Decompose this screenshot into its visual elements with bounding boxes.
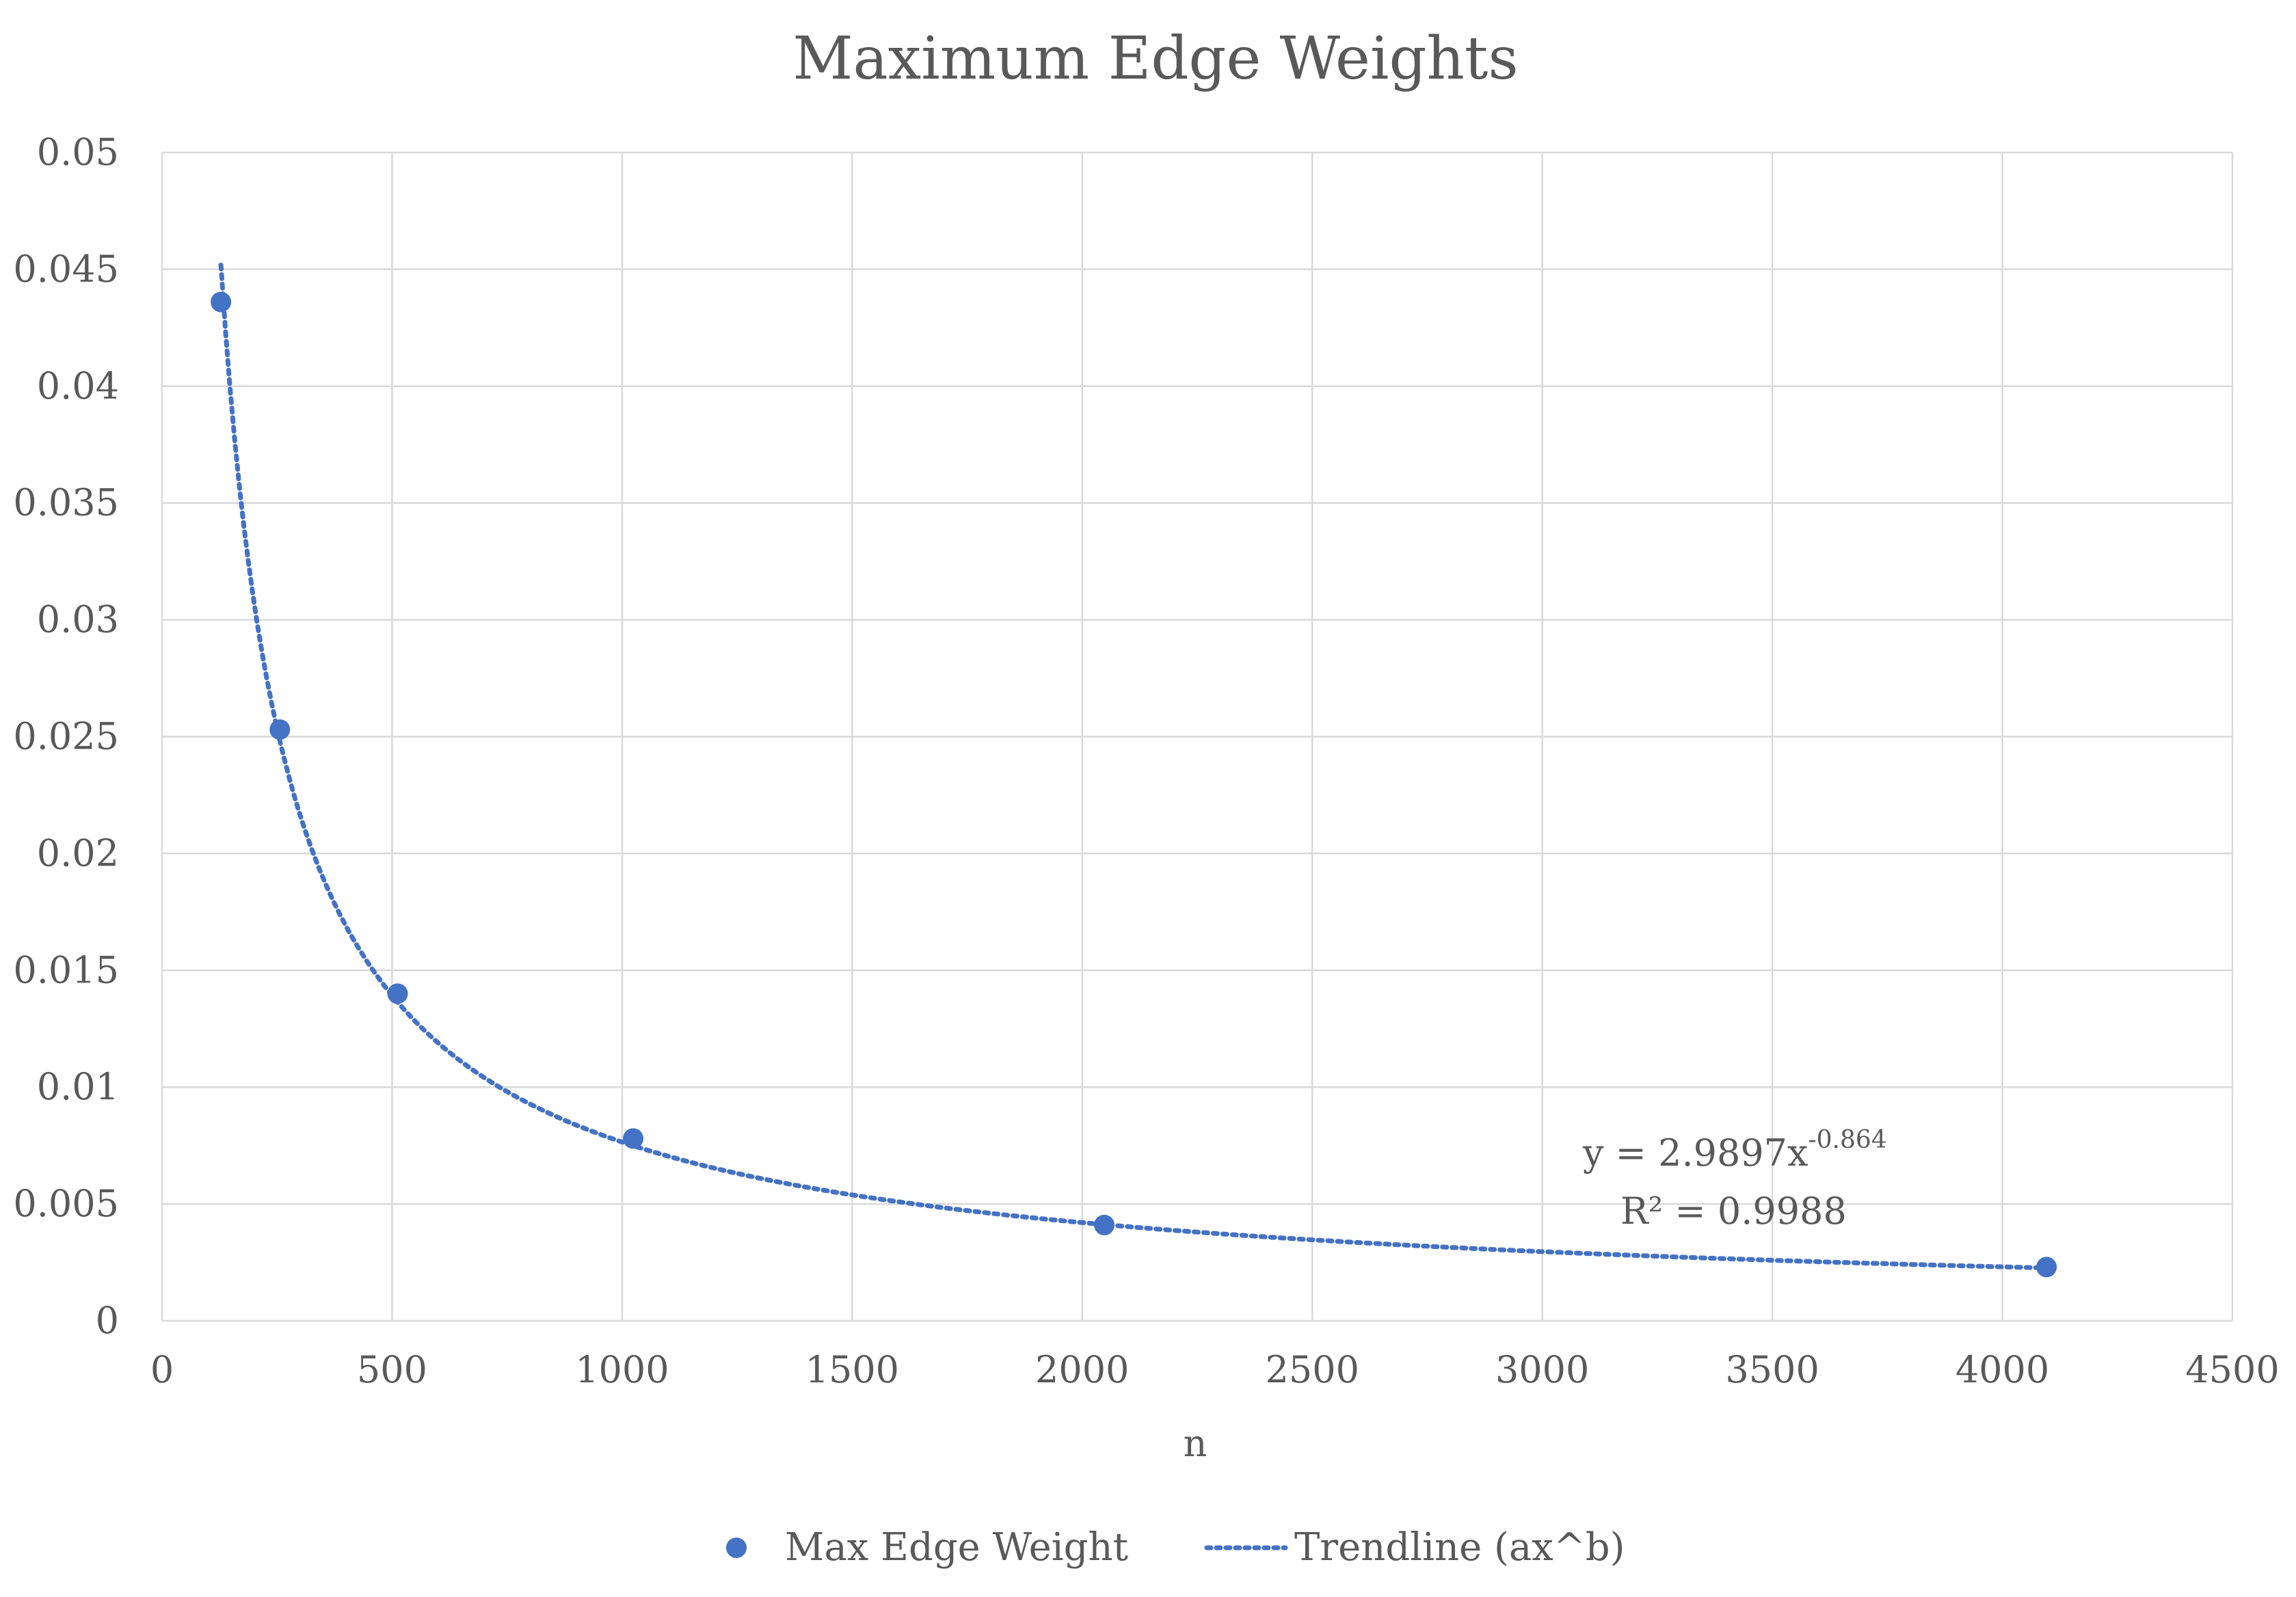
x-axis-label: n <box>1184 1422 1207 1465</box>
data-points <box>211 291 2057 1278</box>
x-tick-label: 4500 <box>2185 1348 2279 1391</box>
gridlines <box>161 151 2234 1322</box>
x-tick-label: 0 <box>150 1348 174 1391</box>
y-tick-label: 0.045 <box>13 247 119 291</box>
y-tick-label: 0.035 <box>13 481 119 524</box>
data-point <box>2036 1257 2057 1278</box>
y-tick-label: 0.05 <box>37 131 119 174</box>
trendline-equation: y = 2.9897x-0.864 R² = 0.9988 <box>1582 1126 1887 1233</box>
x-tick-label: 2500 <box>1266 1348 1359 1391</box>
y-tick-label: 0.01 <box>37 1065 119 1108</box>
x-tick-label: 2000 <box>1035 1348 1129 1391</box>
data-point <box>1094 1214 1115 1235</box>
y-tick-label: 0.02 <box>37 831 119 874</box>
equation-exponent: -0.864 <box>1808 1126 1886 1154</box>
legend-marker-scatter <box>726 1538 747 1558</box>
x-tick-label: 500 <box>357 1348 427 1391</box>
r-squared-text: R² = 0.9988 <box>1620 1190 1847 1233</box>
legend-label-scatter: Max Edge Weight <box>785 1525 1129 1570</box>
legend-label-trendline: Trendline (ax^b) <box>1294 1525 1625 1570</box>
x-tick-label: 1000 <box>575 1348 669 1391</box>
chart-title: Maximum Edge Weights <box>792 25 1518 93</box>
data-point <box>269 719 291 740</box>
x-tick-label: 3000 <box>1495 1348 1589 1391</box>
data-point <box>211 291 232 312</box>
y-tick-label: 0.025 <box>13 715 119 758</box>
x-tick-label: 4000 <box>1955 1348 2049 1391</box>
legend: Max Edge Weight Trendline (ax^b) <box>726 1525 1625 1570</box>
data-point <box>387 983 408 1004</box>
y-tick-label: 0 <box>96 1299 119 1342</box>
x-tick-label: 3500 <box>1725 1348 1819 1391</box>
x-tick-label: 1500 <box>805 1348 899 1391</box>
y-tick-label: 0.03 <box>37 598 119 641</box>
svg-text:y = 2.9897x-0.864: y = 2.9897x-0.864 <box>1582 1126 1887 1175</box>
x-axis-ticks: 0 500 1000 1500 2000 2500 3000 3500 4000 4500 <box>150 1348 2280 1391</box>
trendline-path <box>218 263 2049 1271</box>
data-point <box>623 1128 644 1149</box>
y-tick-label: 0.04 <box>37 364 119 407</box>
equation-text: y = 2.9897x <box>1582 1131 1808 1175</box>
y-tick-label: 0.005 <box>13 1182 119 1225</box>
y-tick-label: 0.015 <box>13 948 119 991</box>
y-axis-ticks: 0 0.005 0.01 0.015 0.02 0.025 0.03 0.035 0.04 0.0… <box>13 131 119 1342</box>
